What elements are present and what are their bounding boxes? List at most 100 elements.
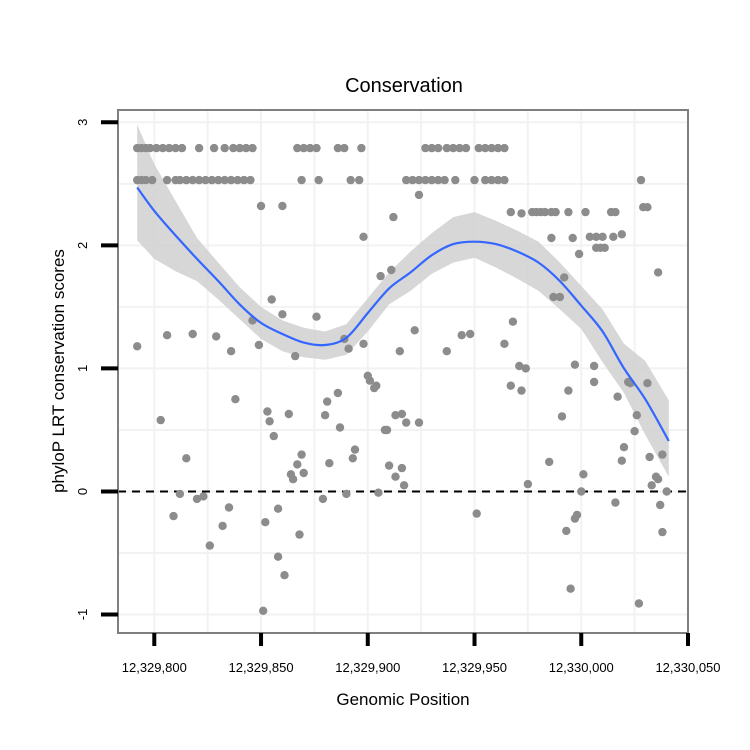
data-point-75 <box>540 207 550 217</box>
data-point-180 <box>521 364 530 373</box>
x-tick-label-5: 12,330,050 <box>655 660 720 675</box>
data-point-31 <box>481 143 490 153</box>
x-tick-label-0: 12,329,800 <box>122 660 187 675</box>
data-point-211 <box>658 450 667 459</box>
data-point-166 <box>399 481 409 490</box>
data-point-102 <box>653 268 663 277</box>
y-tick-label-4: 3 <box>75 119 90 126</box>
data-point-156 <box>376 271 385 281</box>
data-point-119 <box>254 340 264 350</box>
data-point-202 <box>632 411 641 420</box>
data-point-167 <box>402 418 411 427</box>
data-point-16 <box>293 143 302 153</box>
data-point-51 <box>239 175 249 185</box>
data-point-177 <box>515 361 524 371</box>
data-point-132 <box>288 475 298 484</box>
data-point-124 <box>267 295 276 304</box>
data-point-146 <box>342 489 351 499</box>
data-point-65 <box>470 175 479 185</box>
data-point-116 <box>226 347 236 356</box>
data-point-70 <box>636 175 646 185</box>
data-point-62 <box>434 175 443 185</box>
data-point-170 <box>442 347 451 356</box>
data-point-173 <box>472 509 481 518</box>
data-point-179 <box>523 479 533 489</box>
data-point-187 <box>566 584 575 593</box>
data-point-50 <box>233 175 242 185</box>
y-tick-label-0: -1 <box>75 609 90 621</box>
data-point-34 <box>500 143 509 153</box>
data-point-98 <box>517 209 526 218</box>
x-axis: 12,329,800 12,329,850 12,329,900 12,329,950… <box>122 633 721 675</box>
data-point-42 <box>182 175 191 185</box>
data-point-7 <box>171 143 180 153</box>
data-point-144 <box>335 423 345 432</box>
data-point-135 <box>295 530 304 539</box>
x-axis-title: Genomic Position <box>336 690 469 709</box>
data-point-92 <box>574 249 584 259</box>
y-tick-label-2: 1 <box>75 365 90 372</box>
data-point-130 <box>284 409 293 419</box>
data-point-198 <box>619 443 629 452</box>
data-point-94 <box>278 201 287 211</box>
data-point-97 <box>359 232 368 241</box>
data-point-68 <box>493 175 503 185</box>
data-point-18 <box>305 143 315 153</box>
data-point-121 <box>261 518 270 527</box>
data-point-120 <box>259 606 268 615</box>
y-tick-label-3: 2 <box>75 242 90 249</box>
data-point-43 <box>188 175 197 185</box>
data-point-103 <box>133 342 142 351</box>
data-point-111 <box>199 492 208 501</box>
data-point-58 <box>408 175 417 185</box>
data-point-9 <box>194 143 204 153</box>
data-point-6 <box>165 143 174 153</box>
y-axis: -1 0 1 2 3 <box>75 119 118 621</box>
data-point-79 <box>581 207 590 217</box>
data-point-112 <box>205 541 214 550</box>
data-point-33 <box>493 143 503 153</box>
data-point-88 <box>617 230 626 239</box>
data-point-101 <box>560 273 569 282</box>
data-point-63 <box>440 175 449 185</box>
data-point-26 <box>442 143 451 153</box>
confidence-ribbon <box>137 124 669 477</box>
data-point-55 <box>346 175 355 185</box>
data-point-56 <box>355 175 364 185</box>
data-point-137 <box>299 468 308 478</box>
data-point-139 <box>318 494 328 504</box>
data-point-25 <box>434 143 443 153</box>
data-point-8 <box>177 143 187 153</box>
smooth-line <box>136 186 670 442</box>
data-point-114 <box>218 521 227 531</box>
data-point-52 <box>246 175 255 185</box>
y-tick-label-1: 0 <box>75 488 90 495</box>
data-point-182 <box>549 292 558 302</box>
data-point-125 <box>269 431 278 441</box>
data-point-184 <box>557 412 567 421</box>
data-point-109 <box>188 329 197 339</box>
data-point-134 <box>293 460 302 469</box>
data-point-138 <box>312 312 321 321</box>
data-point-196 <box>613 392 622 401</box>
data-point-171 <box>457 331 466 340</box>
data-point-123 <box>265 417 274 426</box>
data-point-141 <box>323 397 332 406</box>
data-point-57 <box>402 175 411 185</box>
data-point-176 <box>508 317 518 326</box>
data-point-77 <box>551 207 560 217</box>
data-point-161 <box>391 411 400 420</box>
data-point-30 <box>474 143 483 153</box>
data-point-3 <box>145 143 155 153</box>
x-tick-label-3: 12,329,950 <box>442 660 507 675</box>
data-point-174 <box>500 339 509 348</box>
data-point-147 <box>344 344 353 353</box>
data-point-29 <box>461 143 471 153</box>
data-point-61 <box>427 175 436 185</box>
data-point-38 <box>148 175 157 185</box>
data-point-12 <box>229 143 238 153</box>
data-point-155 <box>374 488 383 497</box>
data-point-28 <box>455 143 464 153</box>
data-point-45 <box>201 175 210 185</box>
